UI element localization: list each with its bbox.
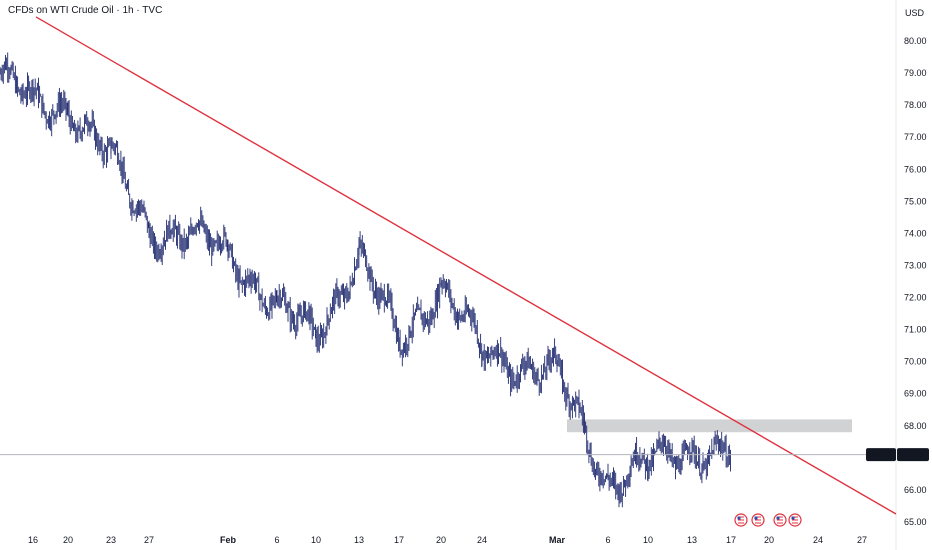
y-tick-label: 70.00	[904, 357, 927, 367]
candles	[0, 52, 731, 508]
x-tick-label: 13	[687, 535, 697, 545]
y-tick-label: 79.00	[904, 68, 927, 78]
y-tick-label: 77.00	[904, 132, 927, 142]
resistance-zone[interactable]	[567, 419, 852, 433]
x-tick-label: 13	[354, 535, 364, 545]
symbol-tag: USOIL	[868, 450, 895, 460]
y-tick-label: 69.00	[904, 389, 927, 399]
x-tick-label: 23	[106, 535, 116, 545]
x-tick-label: Mar	[549, 535, 566, 545]
x-tick-label: 10	[643, 535, 653, 545]
y-tick-label: 75.00	[904, 196, 927, 206]
time-axis[interactable]: 16 20 23 27 Feb 6 10 13 17 20 24 Mar 6 10 13 17 20 24 27	[28, 535, 867, 545]
x-tick-label: 6	[605, 535, 610, 545]
flag-event-icon[interactable]	[751, 513, 765, 527]
x-tick-label: 20	[764, 535, 774, 545]
price-axis[interactable]: 65.0066.0067.0068.0069.0070.0071.0072.00…	[904, 36, 927, 527]
x-tick-label: 20	[436, 535, 446, 545]
price-tag-bg	[897, 448, 929, 462]
price-tag-value: 67.10	[900, 450, 923, 460]
x-tick-label: 10	[311, 535, 321, 545]
y-tick-label: 76.00	[904, 164, 927, 174]
x-tick-label: 24	[477, 535, 487, 545]
y-tick-label: 72.00	[904, 293, 927, 303]
chart-title: CFDs on WTI Crude Oil · 1h · TVC	[8, 5, 163, 16]
y-tick-label: 68.00	[904, 421, 927, 431]
descending-trendline[interactable]	[35, 16, 897, 515]
x-tick-label: 6	[274, 535, 279, 545]
y-tick-label: 66.00	[904, 485, 927, 495]
y-tick-label: 65.00	[904, 517, 927, 527]
symbol-tag-bg	[866, 448, 896, 462]
y-tick-label: 73.00	[904, 260, 927, 270]
x-tick-label: 17	[394, 535, 404, 545]
x-tick-label: 16	[28, 535, 38, 545]
y-tick-label: 80.00	[904, 36, 927, 46]
flag-event-icon[interactable]	[788, 513, 802, 527]
x-tick-label: Feb	[220, 535, 237, 545]
currency-label: USD	[905, 8, 925, 18]
last-price-tag: USOIL 67.10	[866, 448, 929, 462]
economic-events[interactable]	[734, 513, 802, 527]
x-tick-label: 20	[63, 535, 73, 545]
y-tick-label: 74.00	[904, 228, 927, 238]
flag-event-icon[interactable]	[773, 513, 787, 527]
x-tick-label: 17	[726, 535, 736, 545]
x-tick-label: 27	[857, 535, 867, 545]
x-tick-label: 27	[144, 535, 154, 545]
y-tick-label: 71.00	[904, 325, 927, 335]
flag-event-icon[interactable]	[734, 513, 748, 527]
y-tick-label: 78.00	[904, 100, 927, 110]
x-tick-label: 24	[813, 535, 823, 545]
